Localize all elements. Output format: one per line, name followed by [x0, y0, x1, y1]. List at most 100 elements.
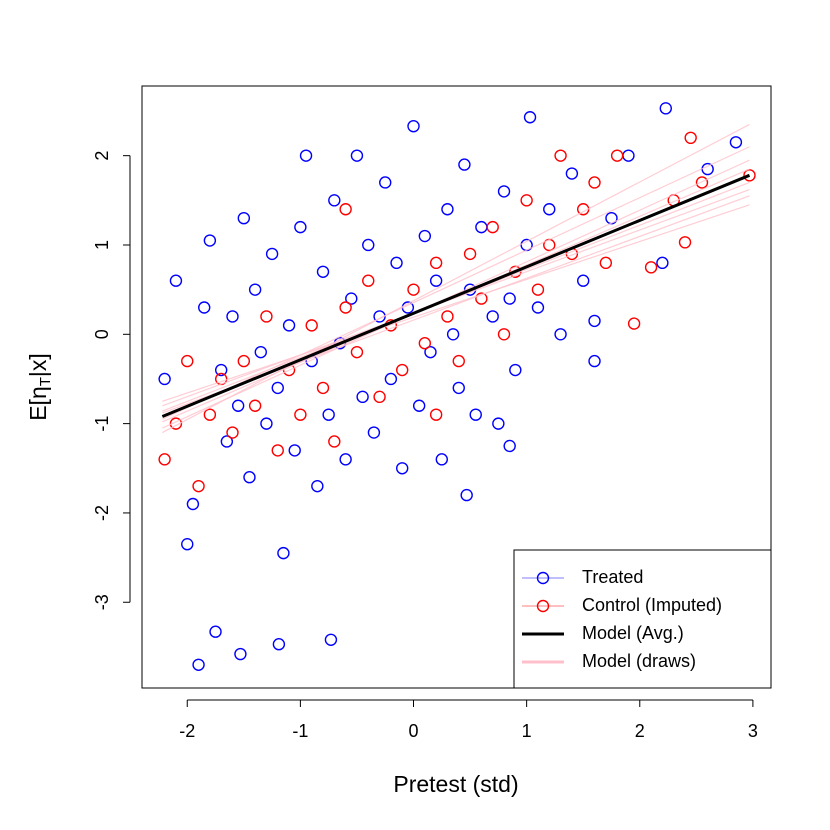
point	[605, 211, 618, 225]
point	[316, 265, 330, 278]
point	[701, 162, 714, 176]
point	[429, 256, 443, 270]
draw-line	[162, 204, 750, 402]
draw-line	[162, 159, 750, 429]
x-axis-label: Pretest (std)	[393, 771, 518, 797]
point	[272, 638, 286, 651]
y-tick-label: 0	[92, 329, 112, 339]
point	[345, 292, 358, 305]
y-tick-label: -3	[92, 594, 112, 610]
avg-line	[161, 173, 751, 418]
point	[328, 435, 341, 448]
point	[610, 149, 624, 162]
point	[379, 176, 392, 189]
draw-line	[162, 189, 750, 407]
point	[407, 119, 420, 133]
point	[271, 381, 284, 395]
point	[339, 453, 352, 466]
point	[367, 426, 381, 439]
point	[181, 537, 194, 551]
point	[299, 149, 313, 162]
point	[181, 354, 194, 368]
point	[248, 283, 262, 296]
point	[294, 220, 307, 234]
point	[198, 301, 211, 314]
point	[678, 236, 692, 249]
point	[418, 337, 432, 350]
point	[328, 194, 341, 207]
point	[554, 328, 567, 341]
y-tick-label: -2	[92, 505, 112, 521]
point	[424, 345, 437, 359]
point	[311, 479, 324, 493]
x-tick-label: 2	[635, 721, 645, 741]
point	[520, 194, 533, 207]
point	[599, 256, 613, 270]
point	[237, 211, 251, 225]
point	[260, 310, 273, 323]
y-axis-label: E[ηT|x]	[25, 353, 54, 421]
point	[271, 444, 284, 457]
point	[260, 417, 273, 430]
point	[169, 274, 183, 287]
x-tick-label: 3	[748, 721, 758, 741]
point	[684, 131, 697, 145]
y-label-part: E[η	[25, 386, 51, 421]
legend-label: Control (Imputed)	[582, 595, 722, 615]
point	[486, 310, 499, 323]
point	[743, 169, 756, 182]
legend-label: Model (Avg.)	[582, 623, 684, 643]
point	[169, 417, 183, 430]
legend-label: Model (draws)	[582, 651, 696, 671]
point	[192, 658, 205, 671]
point	[588, 314, 601, 328]
point	[324, 633, 338, 646]
point	[362, 274, 375, 287]
point	[288, 444, 301, 457]
point	[441, 310, 454, 323]
point	[429, 408, 443, 421]
y-tick-label: 1	[92, 240, 112, 250]
point	[429, 274, 443, 287]
point	[316, 381, 330, 395]
point	[452, 354, 465, 368]
point	[214, 363, 228, 377]
point	[463, 247, 477, 261]
point	[362, 238, 375, 252]
point	[395, 462, 409, 475]
point	[543, 203, 556, 216]
point	[356, 390, 369, 404]
point	[497, 328, 511, 341]
point	[627, 317, 641, 330]
point	[254, 345, 267, 359]
point	[418, 229, 432, 243]
point	[446, 328, 460, 341]
point	[294, 408, 307, 421]
x-tick-label: -1	[292, 721, 308, 741]
plot-area	[158, 102, 756, 671]
legend-label: Treated	[582, 567, 643, 587]
point	[656, 256, 669, 270]
point	[305, 319, 318, 332]
point	[565, 167, 579, 180]
y-label-subscript: T	[37, 377, 54, 386]
legend-marker	[536, 599, 550, 613]
y-label-part: |x]	[25, 353, 51, 377]
point	[497, 185, 511, 198]
point	[158, 372, 171, 386]
point	[458, 158, 471, 171]
point	[577, 274, 590, 287]
draw-line	[162, 123, 750, 434]
point	[554, 149, 567, 162]
point	[523, 111, 537, 124]
point	[622, 149, 635, 162]
point	[384, 372, 398, 386]
point	[729, 136, 743, 149]
point	[475, 292, 488, 305]
point	[339, 203, 352, 216]
point	[659, 102, 672, 115]
point	[186, 497, 200, 511]
point	[469, 408, 482, 421]
point	[226, 426, 239, 439]
